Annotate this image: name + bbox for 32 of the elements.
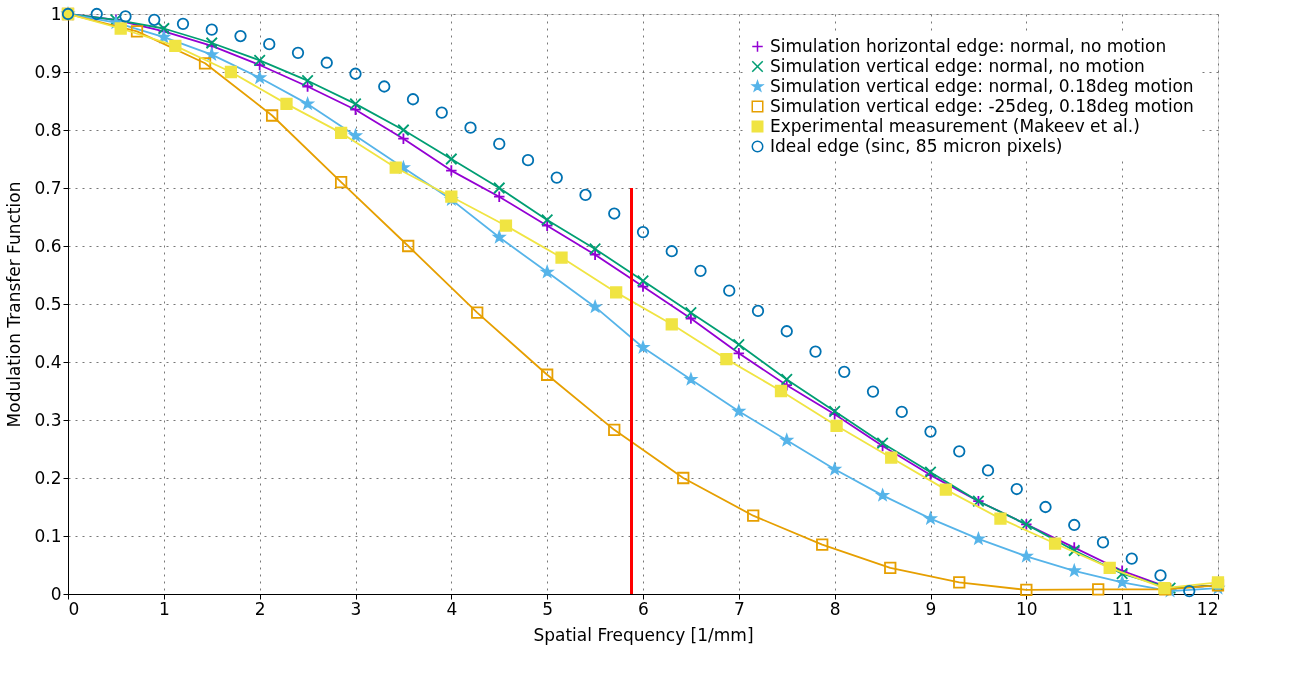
y-tick-label: 0.4 <box>34 351 62 372</box>
y-axis-title: Modulation Transfer Function <box>4 181 25 428</box>
x-tick-label: 2 <box>254 598 266 619</box>
y-tick-label: 1 <box>50 3 62 24</box>
x-tick-label: 12 <box>1196 598 1219 619</box>
legend-label: Experimental measurement (Makeev et al.) <box>770 115 1140 136</box>
x-tick-label: 0 <box>68 598 80 619</box>
y-tick-label: 0.9 <box>34 61 62 82</box>
x-tick-label: 10 <box>1016 598 1038 619</box>
legend-label: Simulation vertical edge: -25deg, 0.18deg motion <box>770 95 1194 116</box>
x-tick-label: 6 <box>638 598 649 619</box>
x-tick-label: 11 <box>1111 598 1134 619</box>
x-tick-label: 3 <box>350 598 362 619</box>
legend-label: Simulation horizontal edge: normal, no motion <box>770 35 1167 56</box>
y-tick-label: 0.2 <box>34 467 62 488</box>
y-tick-label: 0.1 <box>34 525 62 546</box>
y-tick-label: 0.8 <box>34 119 62 140</box>
legend-label: Simulation vertical edge: normal, 0.18deg motion <box>770 75 1194 96</box>
x-axis-title: Spatial Frequency [1/mm] <box>533 624 754 645</box>
legend-label: Ideal edge (sinc, 85 micron pixels) <box>770 135 1063 156</box>
x-tick-label: 5 <box>542 598 554 619</box>
x-tick-label: 8 <box>829 598 841 619</box>
y-tick-label: 0.5 <box>34 293 62 314</box>
legend-label: Simulation vertical edge: normal, no motion <box>770 55 1145 76</box>
y-tick-label: 0.6 <box>34 235 62 256</box>
x-tick-label: 9 <box>925 598 937 619</box>
x-tick-label: 4 <box>446 598 458 619</box>
y-tick-label: 0 <box>50 583 62 604</box>
x-tick-label: 1 <box>158 598 170 619</box>
y-tick-label: 0.3 <box>34 409 62 430</box>
x-tick-label: 7 <box>733 598 745 619</box>
y-tick-label: 0.7 <box>34 177 62 198</box>
